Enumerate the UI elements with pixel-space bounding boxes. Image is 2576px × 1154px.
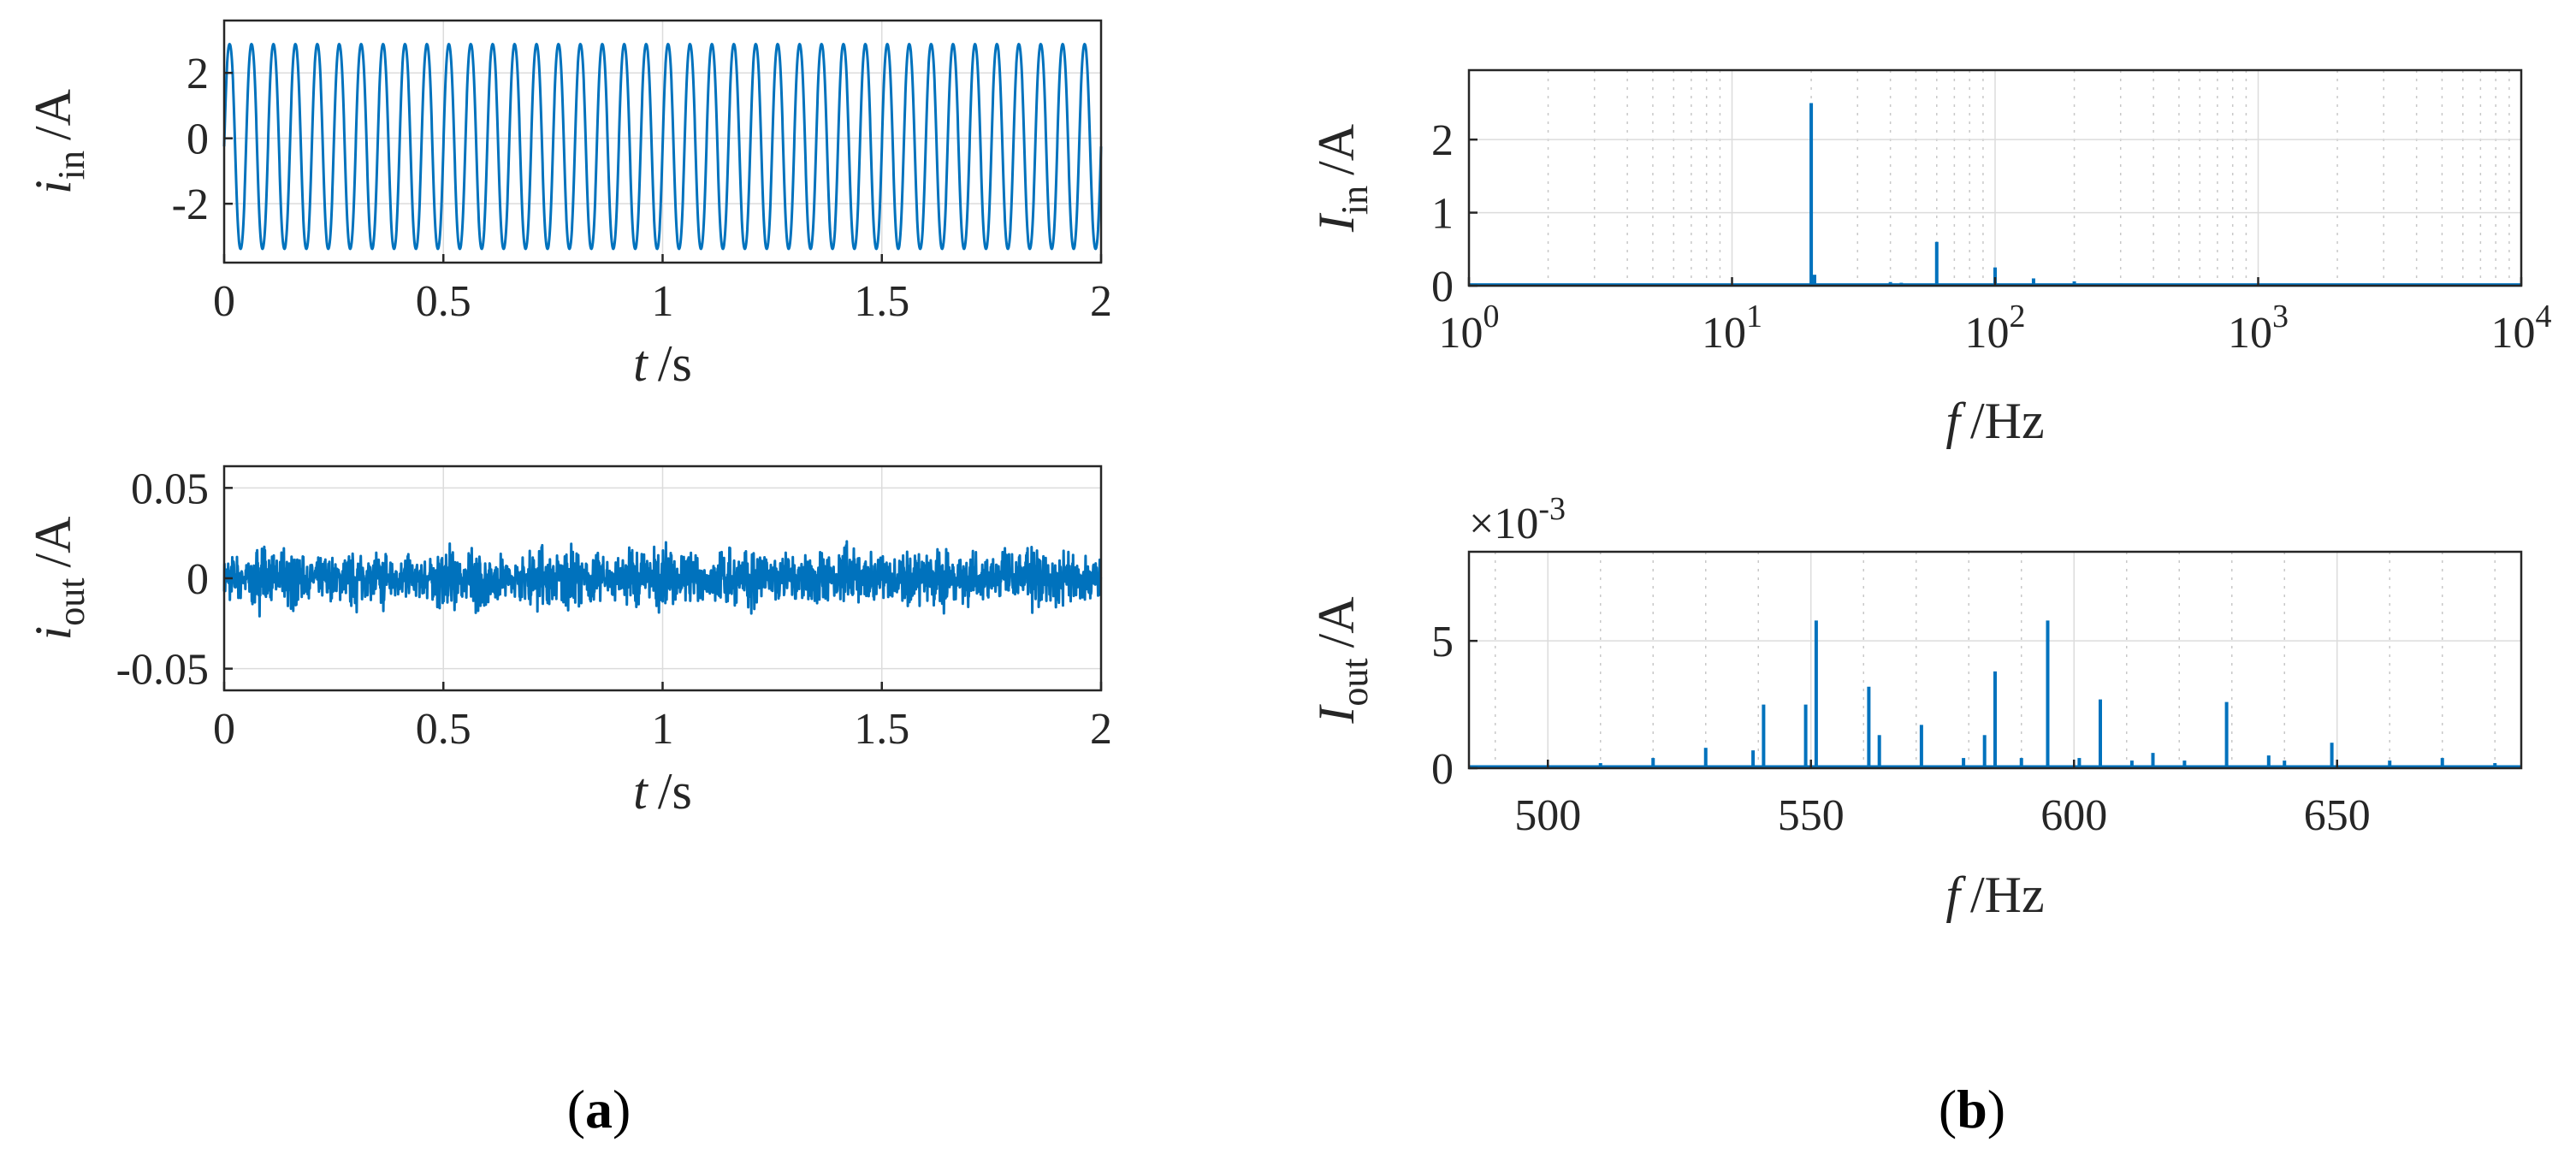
x-tick-label: 1 [652, 705, 674, 754]
x-tick-label: 100 [1439, 299, 1500, 358]
y-tick-label: -0.05 [116, 646, 209, 695]
x-tick-label: 101 [1702, 299, 1762, 358]
y-tick-label: 0 [187, 555, 209, 604]
x-tick-label: 102 [1965, 299, 2026, 358]
x-tick-label: 104 [2491, 299, 2552, 358]
x-tick-label: 1.5 [854, 705, 909, 754]
y-tick-label: 2 [1431, 116, 1454, 165]
y-tick-label: 0 [1431, 745, 1454, 794]
y-tick-label: 5 [1431, 618, 1454, 666]
series-line [222, 540, 1103, 618]
x-axis-label: f /Hz [1945, 393, 2044, 449]
x-axis-label: t /s [633, 763, 692, 820]
iin-spectrum-plot: 100 101 102 103 104 2 1 0 f /Hz Iin /A [1308, 68, 2552, 449]
x-tick-label: 2 [1090, 277, 1112, 326]
y-tick-label: 0 [187, 115, 209, 164]
x-tick-label: 650 [2304, 791, 2371, 840]
x-tick-label: 1.5 [854, 277, 909, 326]
x-tick-label: 103 [2228, 299, 2289, 358]
series-line [222, 43, 1103, 251]
x-tick-label: 0 [213, 705, 235, 754]
y-tick-label: 1 [1431, 190, 1454, 239]
y-axis-label: Iin /A [1308, 124, 1376, 233]
x-axis-label: f /Hz [1945, 867, 2044, 923]
panel-label-a: (a) [567, 1079, 631, 1139]
y-tick-label: -2 [172, 180, 209, 229]
axis-multiplier: ×10-3 [1469, 491, 1566, 548]
iout-spectrum-plot: 500 550 600 650 5 0 ×10-3 f /Hz Iout /A [1308, 491, 2523, 923]
y-axis-label: iin /A [25, 89, 92, 194]
x-tick-label: 550 [1778, 791, 1845, 840]
x-tick-label: 2 [1090, 705, 1112, 754]
y-tick-label: 2 [187, 50, 209, 98]
x-tick-label: 500 [1514, 791, 1581, 840]
x-tick-label: 0 [213, 277, 235, 326]
y-tick-label: 0.05 [131, 465, 209, 513]
x-axis-label: t /s [633, 335, 692, 392]
x-tick-label: 0.5 [416, 277, 471, 326]
x-tick-label: 600 [2040, 791, 2107, 840]
y-tick-label: 0 [1431, 263, 1454, 311]
panel-label-b: (b) [1939, 1079, 2005, 1139]
x-tick-label: 0.5 [416, 705, 471, 754]
axes-frame [1467, 550, 2523, 770]
y-axis-label: Iout /A [1308, 596, 1376, 724]
x-tick-label: 1 [652, 277, 674, 326]
y-axis-label: iout /A [25, 517, 92, 641]
